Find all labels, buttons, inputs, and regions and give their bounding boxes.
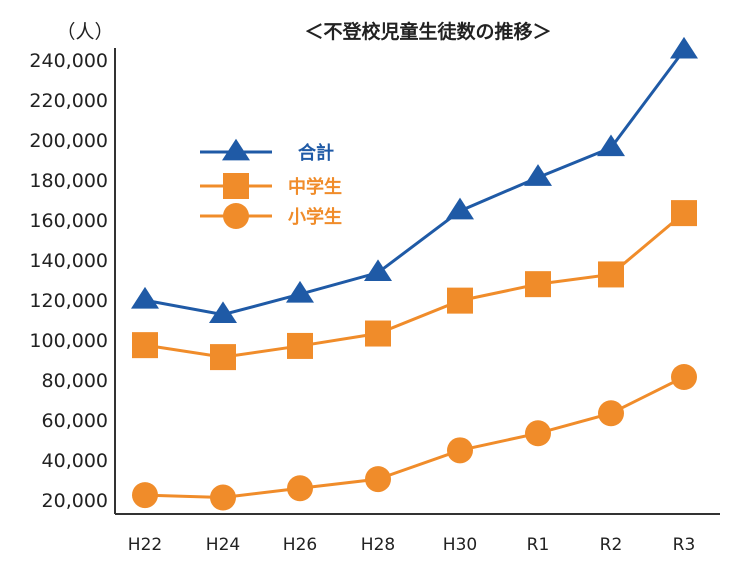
y-tick-label: 120,000: [29, 290, 108, 312]
data-point-square: [525, 271, 551, 298]
legend-item: 合計: [200, 138, 334, 164]
y-tick-label: 80,000: [42, 370, 108, 392]
y-axis-unit: （人）: [56, 21, 113, 43]
x-tick-label: R2: [600, 535, 623, 555]
series-triangle: [131, 36, 698, 324]
data-point-square: [365, 320, 391, 347]
legend-label: 中学生: [288, 176, 342, 198]
legend-item: 小学生: [200, 203, 342, 229]
legend-item: 中学生: [200, 173, 342, 199]
data-point-square: [447, 287, 473, 314]
series-line: [144, 49, 686, 317]
data-point-triangle: [597, 134, 625, 157]
data-point-square: [598, 261, 624, 288]
x-tick-label: H22: [128, 535, 162, 555]
data-point-circle: [671, 364, 697, 391]
y-tick-label: 220,000: [29, 90, 108, 112]
y-tick-label: 240,000: [29, 50, 108, 72]
x-tick-label: R1: [527, 535, 550, 555]
data-point-circle: [287, 475, 313, 502]
x-tick-label: H24: [206, 535, 240, 555]
y-tick-label: 20,000: [42, 490, 108, 512]
y-tick-label: 140,000: [29, 250, 108, 272]
chart-title: ＜不登校児童生徒数の推移＞: [304, 20, 551, 43]
x-tick-label: H28: [361, 535, 395, 555]
data-point-circle: [210, 484, 236, 511]
legend-marker-square: [223, 173, 249, 199]
x-tick-label: R3: [673, 535, 696, 555]
data-point-square: [287, 332, 313, 359]
legend-label: 合計: [298, 142, 334, 164]
y-tick-label: 180,000: [29, 170, 108, 192]
y-tick-label: 160,000: [29, 210, 108, 232]
data-point-circle: [447, 437, 473, 464]
data-point-triangle: [364, 259, 392, 282]
legend-marker-triangle: [222, 138, 250, 161]
y-tick-label: 200,000: [29, 130, 108, 152]
data-point-circle: [598, 400, 624, 427]
legend-label: 小学生: [288, 206, 342, 228]
data-point-circle: [365, 466, 391, 493]
legend-marker-circle: [223, 203, 249, 229]
data-point-triangle: [446, 197, 474, 220]
series-group: [131, 36, 698, 511]
y-tick-label: 60,000: [42, 410, 108, 432]
data-point-square: [210, 344, 236, 371]
data-point-circle: [132, 482, 158, 509]
data-point-circle: [525, 420, 551, 447]
y-tick-label: 40,000: [42, 450, 108, 472]
data-point-square: [671, 200, 697, 227]
series-line: [144, 375, 685, 500]
data-point-triangle: [670, 36, 698, 59]
y-tick-label: 100,000: [29, 330, 108, 352]
axes: [114, 48, 720, 515]
series-square: [132, 200, 697, 371]
x-tick-label: H26: [283, 535, 317, 555]
data-point-triangle: [524, 164, 552, 186]
series-circle: [132, 364, 697, 511]
data-point-triangle: [131, 286, 159, 309]
data-point-square: [132, 332, 158, 359]
data-point-triangle: [209, 301, 237, 324]
y-axis-ticks: 20,000 40,000 60,000 80,000 100,000 120,000 14…: [29, 50, 108, 512]
data-point-triangle: [286, 280, 314, 303]
x-axis-ticks: H22 H24 H26 H28 H30 R1 R2 R3: [128, 535, 696, 555]
x-tick-label: H30: [443, 535, 477, 555]
